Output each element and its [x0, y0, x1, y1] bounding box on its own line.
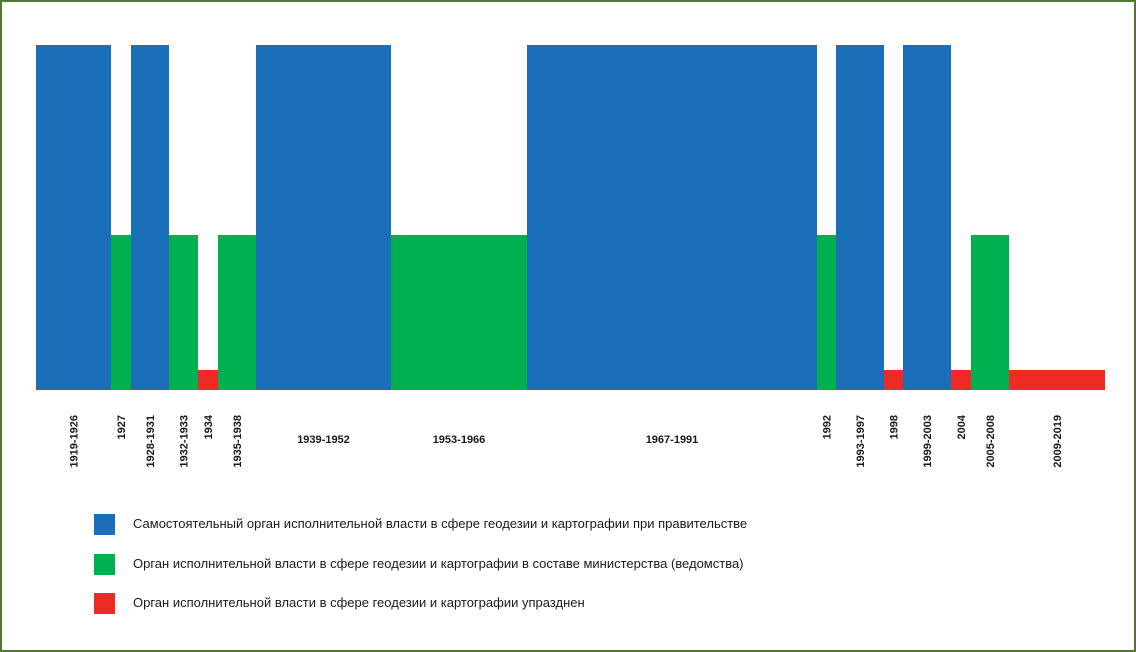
tick-label-2004: 2004	[956, 414, 968, 439]
tick-label-2005-2008: 2005-2008	[985, 415, 997, 468]
bar-1999-2003	[903, 45, 951, 390]
tick-label-1932-1933: 1932-1933	[179, 415, 191, 468]
tick-label-1927: 1927	[116, 415, 128, 439]
tick-label-1967-1991: 1967-1991	[646, 434, 699, 446]
tick-label-1953-1966: 1953-1966	[433, 434, 486, 446]
bar-1935-1938	[218, 235, 256, 390]
tick-label-1993-1997: 1993-1997	[855, 415, 867, 468]
tick-labels-group: 1919-1926 1927 1928-1931 1932-1933 1934 1935-…	[69, 414, 1065, 467]
bar-1932-1933	[169, 235, 198, 390]
bar-2005-2008	[971, 235, 1009, 390]
tick-label-1935-1938: 1935-1938	[232, 415, 244, 468]
bar-2009-2019	[1009, 370, 1105, 390]
legend-label-abolished: Орган исполнительной власти в сфере геод…	[133, 595, 585, 610]
legend-swatch-blue	[94, 514, 115, 535]
tick-label-1992: 1992	[822, 415, 834, 439]
bar-1919-1926	[36, 45, 111, 390]
legend-label-government: Самостоятельный орган исполнительной вла…	[133, 516, 748, 531]
tick-label-1934: 1934	[203, 414, 215, 439]
legend-swatch-green	[94, 554, 115, 575]
tick-label-1928-1931: 1928-1931	[145, 415, 157, 468]
tick-label-1919-1926: 1919-1926	[69, 415, 81, 468]
bar-1939-1952	[256, 45, 391, 390]
bar-1992	[817, 235, 836, 390]
bar-1967-1991	[527, 45, 817, 390]
bar-1993-1997	[836, 45, 884, 390]
legend-swatch-red	[94, 593, 115, 614]
bar-1998	[884, 370, 903, 390]
tick-label-1939-1952: 1939-1952	[297, 434, 350, 446]
bar-1927	[111, 235, 131, 390]
timeline-chart: 1919-1926 1927 1928-1931 1932-1933 1934 1935-…	[36, 45, 1105, 468]
bar-1953-1966	[391, 235, 527, 390]
bar-1928-1931	[131, 45, 169, 390]
bar-2004	[951, 370, 971, 390]
bars-group	[36, 45, 1105, 390]
bar-1934	[198, 370, 218, 390]
tick-label-1999-2003: 1999-2003	[922, 415, 934, 468]
legend-label-ministry: Орган исполнительной власти в сфере геод…	[133, 556, 744, 571]
tick-label-2009-2019: 2009-2019	[1052, 415, 1064, 468]
tick-label-1998: 1998	[889, 415, 901, 439]
